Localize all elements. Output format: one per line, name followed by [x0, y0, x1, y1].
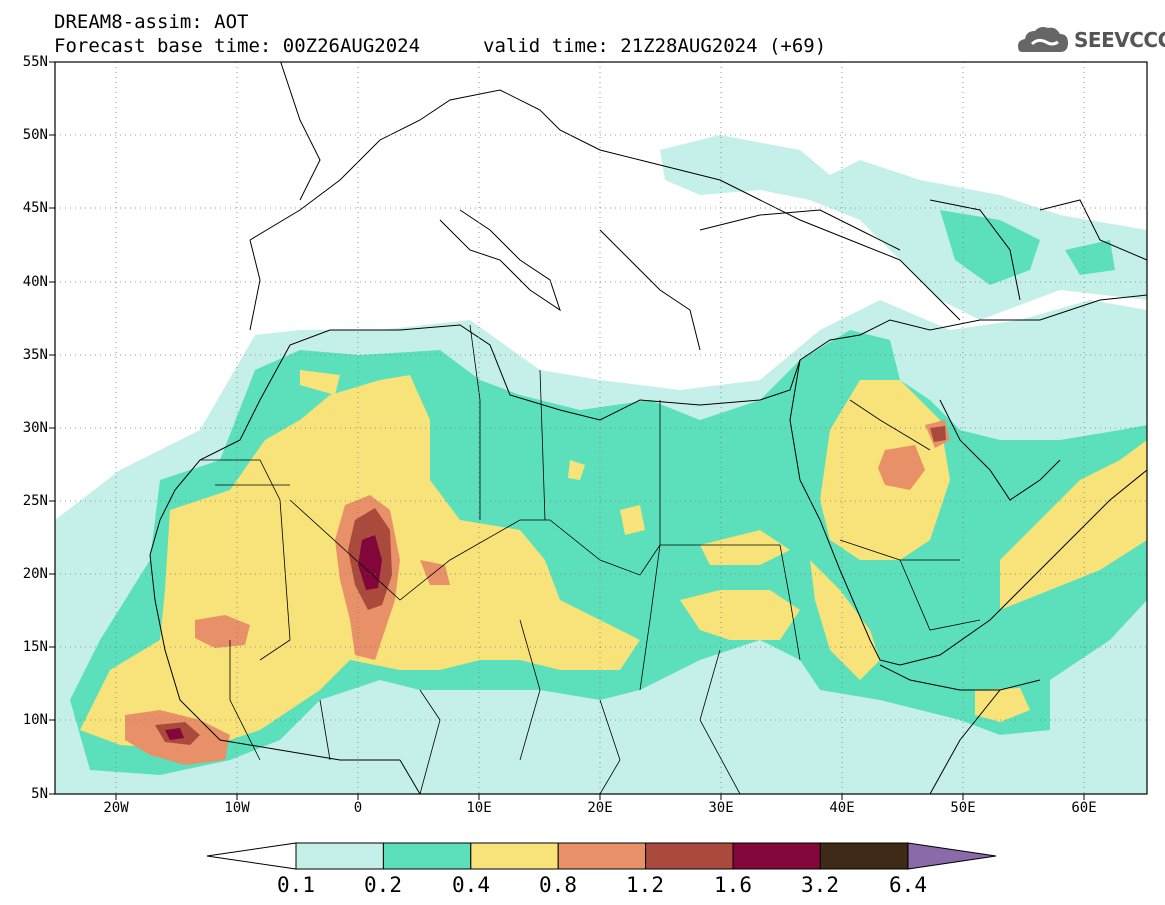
map-title: DREAM8-assim: AOT	[54, 11, 249, 33]
lat-label: 25N	[22, 493, 48, 509]
lat-label: 10N	[22, 712, 48, 728]
colorbar-label: 1.6	[714, 873, 752, 897]
graticule	[55, 62, 1147, 794]
aot-band-maroon	[165, 535, 382, 740]
cloud-logo-icon	[1018, 27, 1068, 52]
valid-time: valid time: 21Z28AUG2024 (+69)	[483, 35, 827, 57]
colorbar-label: 6.4	[889, 873, 927, 897]
colorbar-label: 0.2	[364, 873, 402, 897]
forecast-base-time: Forecast base time: 00Z26AUG2024	[54, 35, 421, 57]
lat-label: 20N	[22, 566, 48, 582]
lon-label: 10W	[224, 800, 250, 816]
colorbar-label: 0.1	[277, 873, 315, 897]
lon-label: 30E	[708, 800, 734, 816]
colorbar-label: 0.4	[452, 873, 490, 897]
lat-label: 5N	[31, 786, 48, 802]
lat-label: 30N	[22, 420, 48, 436]
lat-label: 40N	[22, 274, 48, 290]
colorbar-label: 0.8	[539, 873, 577, 897]
lon-label: 0	[353, 800, 363, 816]
lon-label: 60E	[1071, 800, 1097, 816]
lat-label: 50N	[22, 127, 48, 143]
lon-label: 20W	[103, 800, 129, 816]
lat-label: 15N	[22, 639, 48, 655]
lat-label: 55N	[22, 54, 48, 70]
lon-label: 20E	[587, 800, 613, 816]
colorbar-label: 1.2	[626, 873, 664, 897]
lat-label: 35N	[22, 347, 48, 363]
lon-label: 40E	[829, 800, 855, 816]
lat-label: 45N	[22, 200, 48, 216]
colorbar-label: 3.2	[801, 873, 839, 897]
lon-label: 50E	[950, 800, 976, 816]
lon-label: 10E	[466, 800, 492, 816]
logo-name: SEEVCCC	[1074, 28, 1165, 52]
